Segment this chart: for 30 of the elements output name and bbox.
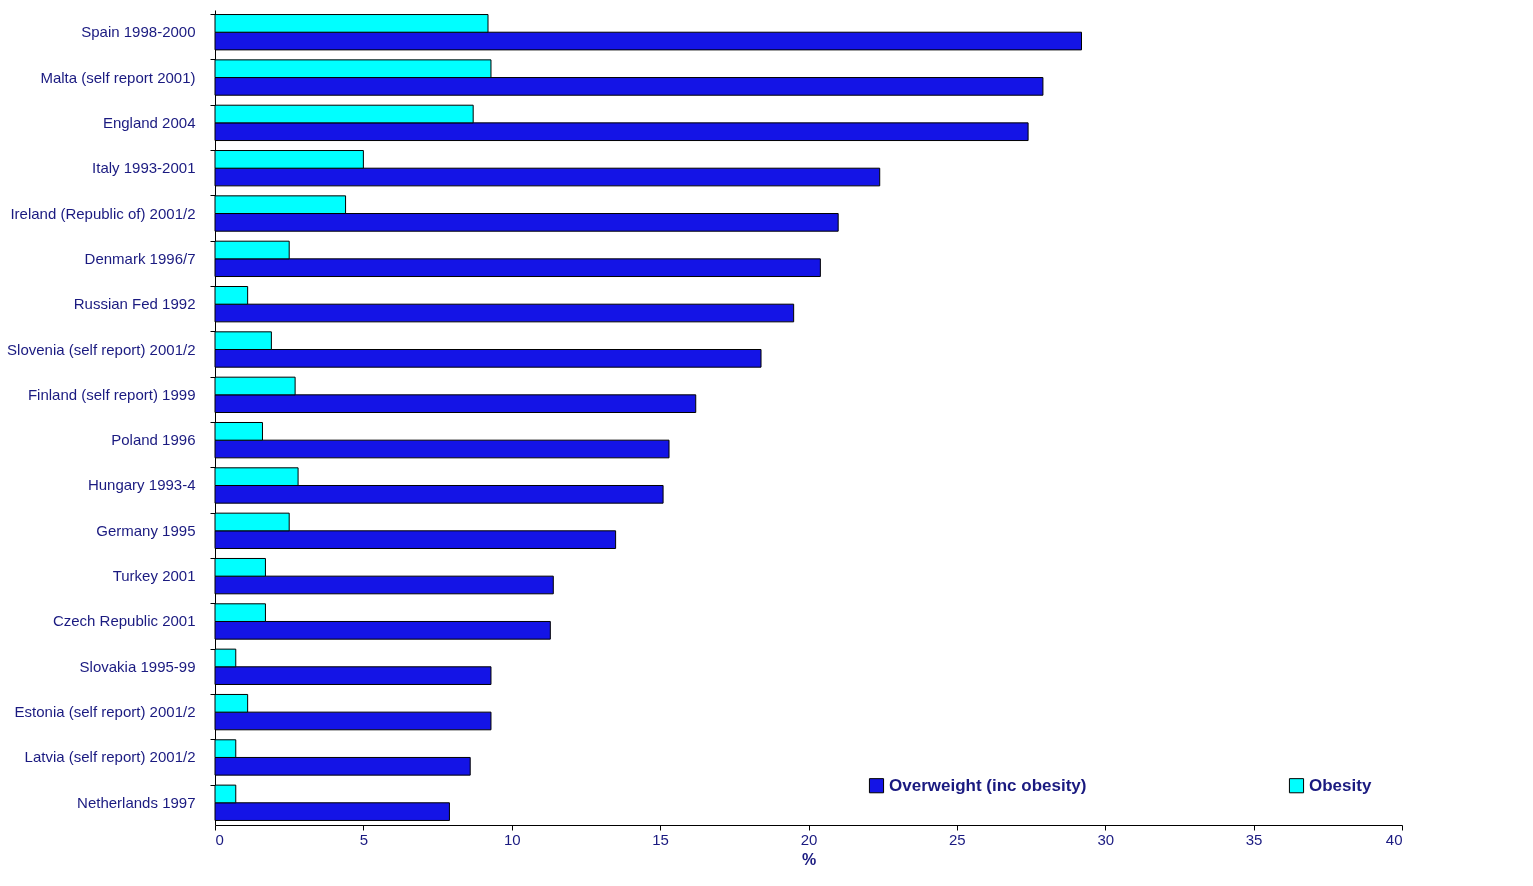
x-tick-label: 10	[503, 830, 521, 848]
x-tick-label: 5	[359, 830, 369, 848]
y-tick-label: Italy 1993-2001	[92, 159, 196, 177]
y-tick-label: Russian Fed 1992	[73, 295, 196, 313]
y-tick-label: Slovenia (self report) 2001/2	[7, 340, 196, 358]
x-tick-label: 15	[652, 830, 669, 848]
x-tick-label: 30	[1097, 830, 1115, 848]
y-tick-label: Malta (self report 2001)	[40, 68, 196, 86]
x-tick-label: 25	[949, 830, 966, 848]
y-tick-label: Denmark 1996/7	[84, 249, 196, 267]
y-tick-label: Latvia (self report) 2001/2	[24, 748, 196, 766]
y-tick-label: Netherlands 1997	[77, 793, 196, 811]
y-tick-label: Finland (self report) 1999	[27, 385, 196, 403]
x-axis-title: %	[801, 850, 817, 868]
x-tick-label: 20	[800, 830, 818, 848]
y-tick-label: Czech Republic 2001	[52, 612, 196, 630]
y-tick-label: England 2004	[102, 113, 196, 131]
y-tick-label: Estonia (self report) 2001/2	[14, 703, 196, 721]
y-tick-label: Germany 1995	[96, 521, 196, 539]
y-tick-label: Slovakia 1995-99	[79, 657, 196, 675]
y-tick-label: Ireland (Republic of) 2001/2	[10, 204, 196, 222]
x-tick-label: 0	[215, 830, 224, 848]
legend-label: Overweight (inc obesity)	[889, 775, 1087, 795]
y-tick-label: Turkey 2001	[112, 567, 196, 585]
y-tick-label: Spain 1998-2000	[81, 23, 196, 41]
legend-label: Obesity	[1309, 775, 1372, 795]
y-tick-label: Hungary 1993-4	[87, 476, 196, 494]
x-tick-label: 40	[1385, 830, 1403, 848]
y-tick-label: Poland 1996	[111, 431, 196, 449]
x-tick-label: 35	[1245, 830, 1263, 848]
